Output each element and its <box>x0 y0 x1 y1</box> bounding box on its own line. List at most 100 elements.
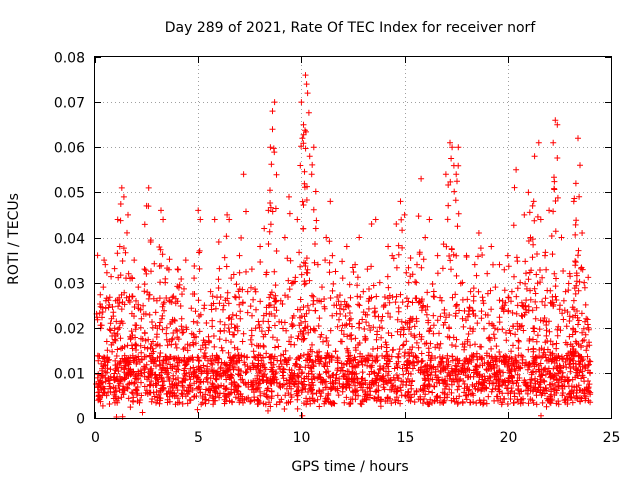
data-point <box>241 359 248 366</box>
data-point <box>541 315 548 321</box>
data-point <box>409 365 416 372</box>
data-point <box>132 334 139 341</box>
data-point <box>223 398 229 405</box>
data-point <box>472 366 479 373</box>
data-point <box>505 294 512 301</box>
data-point <box>181 387 188 394</box>
data-point <box>146 311 153 318</box>
data-point <box>163 330 170 337</box>
data-point <box>344 347 351 354</box>
data-point <box>505 307 512 314</box>
data-point <box>201 302 208 309</box>
data-point <box>444 216 451 223</box>
data-point <box>339 275 346 282</box>
data-point <box>572 221 579 228</box>
data-point <box>189 339 196 346</box>
data-point <box>511 390 518 397</box>
data-point <box>551 372 558 378</box>
data-point <box>463 317 469 324</box>
data-point <box>470 285 477 292</box>
data-point <box>490 261 496 268</box>
data-point <box>483 366 490 373</box>
data-point <box>165 356 172 363</box>
data-point <box>253 342 260 349</box>
data-point <box>575 247 582 254</box>
data-point <box>415 396 422 403</box>
data-point <box>247 364 254 371</box>
data-point <box>302 127 308 134</box>
data-point <box>527 376 534 383</box>
data-point <box>280 325 286 332</box>
data-point <box>113 414 120 420</box>
data-point <box>225 300 232 307</box>
data-point <box>418 336 425 343</box>
data-point <box>327 327 334 334</box>
data-point <box>128 389 135 396</box>
data-point <box>111 389 118 396</box>
data-point <box>252 354 259 361</box>
data-point <box>242 361 248 368</box>
data-point <box>151 260 158 267</box>
data-point <box>243 208 249 215</box>
data-point <box>131 380 137 387</box>
data-point <box>106 380 113 387</box>
data-point <box>261 225 268 232</box>
data-point <box>543 327 550 334</box>
data-point <box>191 263 198 269</box>
data-point <box>553 364 560 371</box>
y-tick-label: 0.07 <box>54 96 85 112</box>
data-point <box>204 379 211 386</box>
data-point <box>405 370 412 377</box>
data-point <box>257 392 264 399</box>
data-point <box>551 178 558 185</box>
data-point <box>141 366 148 373</box>
data-point <box>107 366 114 373</box>
data-point <box>398 318 405 325</box>
data-point <box>216 336 223 343</box>
data-point <box>385 284 392 291</box>
data-point <box>240 330 247 337</box>
data-point <box>494 363 500 369</box>
data-point <box>332 348 339 355</box>
data-point <box>297 296 304 303</box>
data-point <box>239 299 246 306</box>
data-point <box>563 364 570 371</box>
data-point <box>235 288 242 295</box>
data-point <box>187 376 194 383</box>
data-point <box>292 360 299 367</box>
data-point <box>518 299 525 306</box>
data-point <box>586 369 593 376</box>
data-point <box>375 387 382 394</box>
data-point <box>257 367 264 374</box>
data-point <box>148 378 155 385</box>
data-point <box>434 252 441 259</box>
data-point <box>235 352 242 359</box>
data-point <box>529 360 536 367</box>
data-point <box>302 318 309 325</box>
data-point <box>344 333 351 340</box>
data-point <box>444 373 451 380</box>
data-point <box>333 371 340 378</box>
data-point <box>425 319 432 326</box>
data-point <box>191 291 198 297</box>
data-point <box>171 317 178 324</box>
data-point <box>426 365 433 372</box>
data-point <box>576 278 583 285</box>
data-point <box>370 282 377 289</box>
data-point <box>316 315 323 322</box>
data-point <box>186 396 193 403</box>
data-point <box>555 323 562 330</box>
data-point <box>223 337 229 344</box>
data-point <box>366 322 372 329</box>
data-point <box>181 285 187 292</box>
data-point <box>443 314 449 321</box>
data-point <box>190 373 197 380</box>
data-point <box>516 390 523 397</box>
data-point <box>244 354 251 361</box>
data-point <box>143 387 150 394</box>
data-point <box>296 355 303 362</box>
data-point <box>225 349 232 356</box>
data-point <box>334 387 341 394</box>
data-point <box>571 195 578 202</box>
data-point <box>166 376 173 382</box>
